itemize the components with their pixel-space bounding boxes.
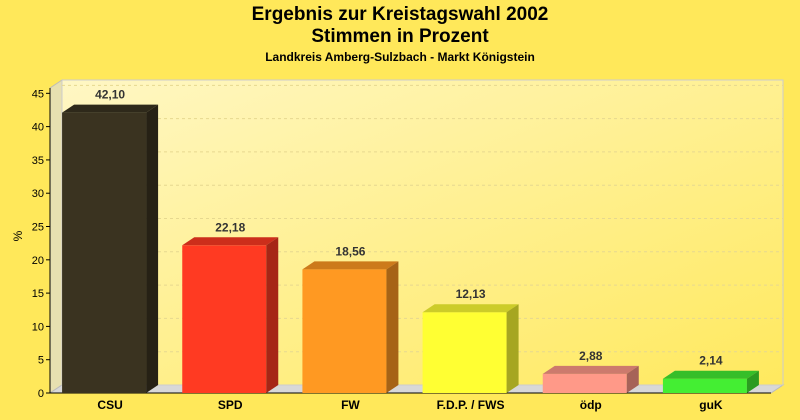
plot-background xyxy=(61,79,784,386)
y-tick-label: 10 xyxy=(32,321,44,333)
x-tick-label: FW xyxy=(341,398,360,412)
x-tick-label: CSU xyxy=(97,398,122,412)
bar-fw xyxy=(302,261,399,393)
y-tick-label: 40 xyxy=(32,122,44,134)
data-label: 42,10 xyxy=(95,88,125,102)
y-tick-label: 45 xyxy=(32,88,44,100)
y-tick-label: 20 xyxy=(32,255,44,267)
y-tick-label: 0 xyxy=(38,388,44,400)
bar-guk xyxy=(662,370,759,393)
y-tick-label: 25 xyxy=(32,222,44,234)
data-label: 12,13 xyxy=(456,287,486,301)
y-tick-label: 35 xyxy=(32,155,44,167)
bar-spd xyxy=(182,237,279,393)
x-tick-label: ödp xyxy=(580,398,602,412)
chart-title: Ergebnis zur Kreistagswahl 2002 xyxy=(251,4,549,25)
x-tick-label: F.D.P. / FWS xyxy=(437,398,505,412)
chart-titles: Ergebnis zur Kreistagswahl 2002 Stimmen … xyxy=(0,0,800,65)
y-axis-label: % xyxy=(11,230,25,241)
x-tick-label: SPD xyxy=(218,398,243,412)
data-label: 2,88 xyxy=(579,349,603,363)
bar--dp xyxy=(542,365,639,393)
y-tick-label: 15 xyxy=(32,288,44,300)
y-tick-label: 30 xyxy=(32,188,44,200)
chart-subtitle: Stimmen in Prozent xyxy=(311,26,489,47)
y-tick-label: 5 xyxy=(38,355,44,367)
data-label: 22,18 xyxy=(215,220,245,234)
bar-f-d-p-fws xyxy=(422,304,519,393)
bar-csu xyxy=(62,104,159,394)
data-label: 2,14 xyxy=(699,354,723,368)
data-label: 18,56 xyxy=(335,244,365,258)
x-tick-label: guK xyxy=(699,398,723,412)
chart-subtitle-region: Landkreis Amberg-Sulzbach - Markt Königs… xyxy=(265,50,535,64)
